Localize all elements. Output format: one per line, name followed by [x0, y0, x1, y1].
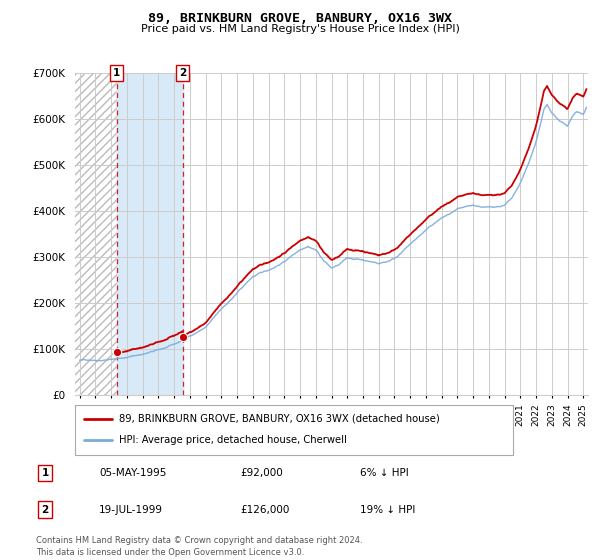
Text: 89, BRINKBURN GROVE, BANBURY, OX16 3WX: 89, BRINKBURN GROVE, BANBURY, OX16 3WX: [148, 12, 452, 25]
Text: 1: 1: [41, 468, 49, 478]
Text: Contains HM Land Registry data © Crown copyright and database right 2024.
This d: Contains HM Land Registry data © Crown c…: [36, 536, 362, 557]
Text: £126,000: £126,000: [240, 505, 289, 515]
Text: 2: 2: [41, 505, 49, 515]
Text: 19-JUL-1999: 19-JUL-1999: [99, 505, 163, 515]
Text: 2: 2: [179, 68, 187, 78]
Bar: [72, 73, 117, 395]
Text: Price paid vs. HM Land Registry's House Price Index (HPI): Price paid vs. HM Land Registry's House …: [140, 24, 460, 34]
Text: 05-MAY-1995: 05-MAY-1995: [99, 468, 166, 478]
Text: 89, BRINKBURN GROVE, BANBURY, OX16 3WX (detached house): 89, BRINKBURN GROVE, BANBURY, OX16 3WX (…: [119, 414, 440, 424]
Text: 6% ↓ HPI: 6% ↓ HPI: [360, 468, 409, 478]
Bar: [117, 73, 183, 395]
Text: HPI: Average price, detached house, Cherwell: HPI: Average price, detached house, Cher…: [119, 436, 347, 445]
FancyBboxPatch shape: [75, 405, 513, 455]
Bar: [72, 73, 117, 395]
Text: £92,000: £92,000: [240, 468, 283, 478]
Text: 1: 1: [113, 68, 121, 78]
Text: 19% ↓ HPI: 19% ↓ HPI: [360, 505, 415, 515]
